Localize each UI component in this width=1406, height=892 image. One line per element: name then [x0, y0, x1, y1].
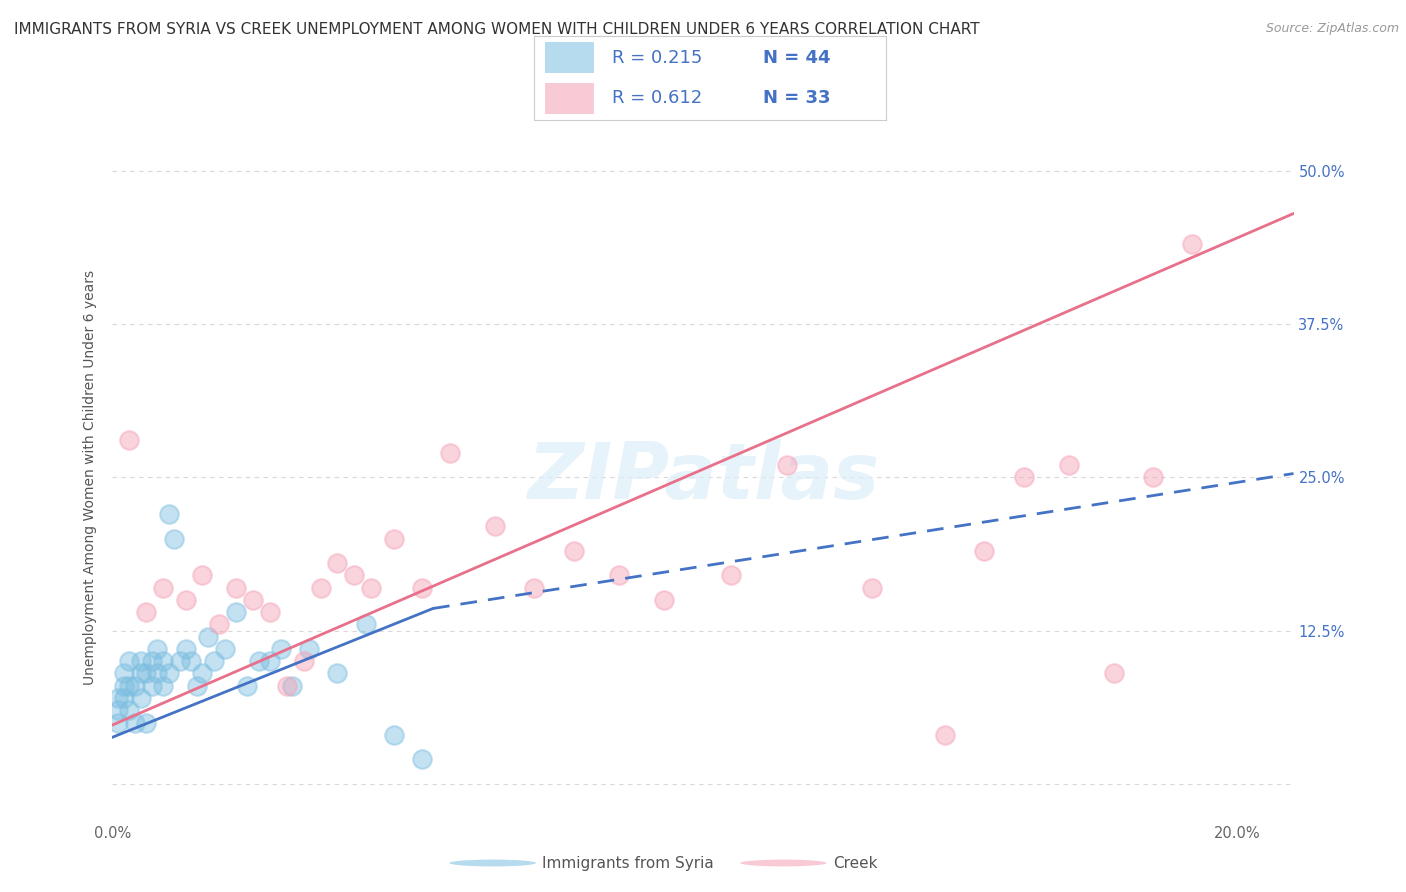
FancyBboxPatch shape	[544, 43, 593, 73]
Point	[934, 728, 956, 742]
Point	[107, 703, 129, 717]
Point	[484, 519, 506, 533]
Point	[174, 642, 197, 657]
Point	[163, 532, 186, 546]
Text: R = 0.215: R = 0.215	[612, 49, 702, 67]
Point	[225, 581, 247, 595]
Text: N = 44: N = 44	[762, 49, 831, 67]
Point	[129, 654, 152, 668]
Point	[118, 654, 141, 668]
Y-axis label: Unemployment Among Women with Children Under 6 years: Unemployment Among Women with Children U…	[83, 269, 97, 685]
Circle shape	[740, 860, 827, 866]
Point	[202, 654, 225, 668]
Text: Creek: Creek	[832, 855, 877, 871]
Point	[174, 592, 197, 607]
Point	[141, 679, 163, 693]
Point	[360, 581, 382, 595]
Point	[298, 642, 321, 657]
Point	[439, 446, 461, 460]
Point	[1142, 470, 1164, 484]
Point	[214, 642, 236, 657]
Point	[191, 666, 214, 681]
Point	[1102, 666, 1125, 681]
Point	[309, 581, 332, 595]
Point	[118, 434, 141, 448]
Point	[259, 654, 281, 668]
Point	[135, 666, 157, 681]
Point	[118, 679, 141, 693]
Point	[382, 728, 405, 742]
Point	[208, 617, 231, 632]
Point	[1057, 458, 1080, 472]
Point	[135, 605, 157, 619]
Point	[411, 752, 433, 766]
Point	[124, 715, 146, 730]
Point	[242, 592, 264, 607]
Point	[652, 592, 675, 607]
Point	[186, 679, 208, 693]
Point	[180, 654, 202, 668]
Point	[276, 679, 298, 693]
Point	[259, 605, 281, 619]
Point	[720, 568, 742, 582]
Point	[112, 666, 135, 681]
Point	[236, 679, 259, 693]
Point	[326, 556, 349, 570]
Point	[135, 715, 157, 730]
Point	[562, 544, 585, 558]
Point	[860, 581, 883, 595]
Point	[152, 581, 174, 595]
Point	[343, 568, 366, 582]
Point	[157, 507, 180, 521]
Point	[354, 617, 377, 632]
Point	[1181, 237, 1204, 252]
Point	[197, 630, 219, 644]
Point	[523, 581, 546, 595]
Point	[112, 690, 135, 705]
Text: N = 33: N = 33	[762, 89, 831, 107]
Point	[129, 666, 152, 681]
Point	[292, 654, 315, 668]
Point	[152, 654, 174, 668]
Point	[191, 568, 214, 582]
Circle shape	[450, 860, 536, 866]
Point	[973, 544, 995, 558]
Point	[169, 654, 191, 668]
Point	[124, 679, 146, 693]
Point	[776, 458, 799, 472]
Point	[281, 679, 304, 693]
Text: R = 0.612: R = 0.612	[612, 89, 702, 107]
Text: Immigrants from Syria: Immigrants from Syria	[543, 855, 714, 871]
Point	[382, 532, 405, 546]
Point	[146, 666, 169, 681]
Point	[118, 703, 141, 717]
Text: Source: ZipAtlas.com: Source: ZipAtlas.com	[1265, 22, 1399, 36]
FancyBboxPatch shape	[544, 83, 593, 113]
Point	[1012, 470, 1035, 484]
Point	[112, 679, 135, 693]
Point	[152, 679, 174, 693]
Point	[411, 581, 433, 595]
Text: ZIPatlas: ZIPatlas	[527, 439, 879, 516]
Point	[107, 715, 129, 730]
Point	[107, 690, 129, 705]
Point	[157, 666, 180, 681]
Point	[141, 654, 163, 668]
Text: IMMIGRANTS FROM SYRIA VS CREEK UNEMPLOYMENT AMONG WOMEN WITH CHILDREN UNDER 6 YE: IMMIGRANTS FROM SYRIA VS CREEK UNEMPLOYM…	[14, 22, 980, 37]
Point	[129, 690, 152, 705]
Point	[247, 654, 270, 668]
Point	[270, 642, 292, 657]
Point	[326, 666, 349, 681]
Point	[146, 642, 169, 657]
Point	[225, 605, 247, 619]
Point	[607, 568, 630, 582]
